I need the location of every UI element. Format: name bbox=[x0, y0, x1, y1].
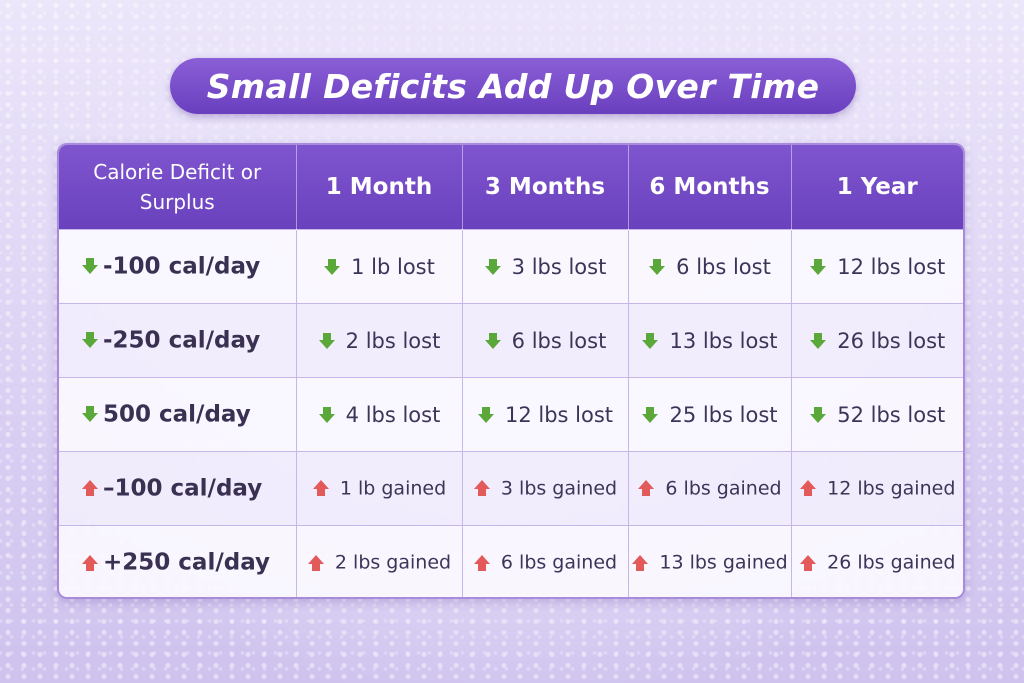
table-cell: 13 lbs gained bbox=[628, 524, 792, 597]
cell-value: 3 lbs lost bbox=[511, 254, 607, 279]
arrow-up-icon bbox=[632, 554, 649, 571]
title-banner: Small Deficits Add Up Over Time bbox=[170, 58, 856, 114]
table-cell: 52 lbs lost bbox=[791, 376, 963, 451]
cell-value: 2 lbs lost bbox=[345, 328, 441, 353]
cell-value: 25 lbs lost bbox=[669, 402, 778, 427]
table-cell: 1 lb lost bbox=[296, 228, 463, 303]
arrow-down-icon bbox=[82, 406, 98, 423]
table-cell: 6 lbs gained bbox=[462, 524, 629, 597]
cell-value: 6 lbs lost bbox=[511, 328, 607, 353]
column-header-1-year: 1 Year bbox=[836, 173, 918, 200]
cell-value: 12 lbs lost bbox=[504, 402, 614, 427]
arrow-down-icon bbox=[477, 406, 494, 423]
row-label-cell: -250 cal/day bbox=[59, 302, 297, 377]
arrow-up-icon bbox=[473, 554, 490, 571]
table-row: -250 cal/day 2 lbs lost 6 lbs lost 13 lbs l… bbox=[59, 302, 963, 377]
cell-value: 6 lbs gained bbox=[665, 477, 782, 500]
row-label-cell: +250 cal/day bbox=[59, 524, 297, 597]
arrow-up-icon bbox=[312, 480, 329, 497]
table-cell: 2 lbs gained bbox=[296, 524, 463, 597]
arrow-down-icon bbox=[318, 332, 335, 349]
table-cell: 1 lb gained bbox=[296, 450, 463, 525]
row-label-cell: –100 cal/day bbox=[59, 450, 297, 525]
table-cell: 6 lbs lost bbox=[628, 228, 792, 303]
row-label: -100 cal/day bbox=[103, 253, 261, 280]
arrow-up-icon bbox=[638, 480, 655, 497]
table-cell: 6 lbs lost bbox=[462, 302, 629, 377]
table-cell: 6 lbs gained bbox=[628, 450, 792, 525]
arrow-down-icon bbox=[642, 332, 659, 349]
cell-value: 3 lbs gained bbox=[500, 477, 618, 500]
table-cell: 2 lbs lost bbox=[296, 302, 463, 377]
cell-value: 6 lbs lost bbox=[676, 254, 771, 279]
data-table-container: Calorie Deficit or Surplus 1 Month 3 Mon… bbox=[57, 143, 965, 599]
table-cell: 3 lbs gained bbox=[462, 450, 629, 525]
arrow-up-icon bbox=[473, 480, 490, 497]
cell-value: 26 lbs lost bbox=[837, 328, 946, 353]
cell-value: 26 lbs gained bbox=[827, 551, 956, 574]
table-cell: 25 lbs lost bbox=[628, 376, 792, 451]
table-row: 500 cal/day 4 lbs lost 12 lbs lost 25 lbs l… bbox=[59, 376, 963, 451]
data-table: Calorie Deficit or Surplus 1 Month 3 Mon… bbox=[59, 145, 963, 597]
row-label-cell: -100 cal/day bbox=[59, 228, 297, 303]
table-cell: 13 lbs lost bbox=[628, 302, 792, 377]
cell-value: 1 lb lost bbox=[351, 254, 435, 279]
table-cell: 12 lbs lost bbox=[462, 376, 629, 451]
arrow-up-icon bbox=[307, 554, 324, 571]
table-row: +250 cal/day 2 lbs gained 6 lbs gained 13 l… bbox=[59, 524, 963, 597]
arrow-down-icon bbox=[484, 258, 501, 275]
cell-value: 13 lbs gained bbox=[659, 551, 788, 574]
cell-value: 12 lbs gained bbox=[827, 477, 956, 500]
row-label: 500 cal/day bbox=[103, 401, 251, 428]
arrow-down-icon bbox=[642, 406, 659, 423]
column-header-1-month: 1 Month bbox=[296, 145, 463, 229]
row-label: +250 cal/day bbox=[103, 549, 270, 576]
cell-value: 13 lbs lost bbox=[669, 328, 778, 353]
table-cell: 26 lbs lost bbox=[791, 302, 963, 377]
arrow-down-icon bbox=[318, 406, 335, 423]
cell-value: 4 lbs lost bbox=[345, 402, 441, 427]
arrow-up-icon bbox=[800, 480, 817, 497]
arrow-up-icon bbox=[800, 554, 817, 571]
cell-value: 2 lbs gained bbox=[334, 551, 452, 574]
arrow-down-icon bbox=[810, 258, 827, 275]
cell-value: 52 lbs lost bbox=[837, 402, 946, 427]
table-cell: 4 lbs lost bbox=[296, 376, 463, 451]
row-label-cell: 500 cal/day bbox=[59, 376, 297, 451]
table-cell: 12 lbs lost bbox=[791, 228, 963, 303]
header-row: Calorie Deficit or Surplus 1 Month 3 Mon… bbox=[59, 145, 963, 229]
arrow-down-icon bbox=[810, 406, 827, 423]
table-cell: 12 lbs gained bbox=[791, 450, 963, 525]
table-body: -100 cal/day 1 lb lost 3 lbs lost 6 lbs los… bbox=[59, 228, 963, 597]
cell-value: 12 lbs lost bbox=[837, 254, 946, 279]
arrow-up-icon bbox=[82, 480, 98, 497]
arrow-down-icon bbox=[82, 332, 98, 349]
arrow-down-icon bbox=[484, 332, 501, 349]
table-cell: 26 lbs gained bbox=[791, 524, 963, 597]
page-title: Small Deficits Add Up Over Time bbox=[206, 66, 820, 106]
table-row: -100 cal/day 1 lb lost 3 lbs lost 6 lbs los… bbox=[59, 228, 963, 303]
table-row: –100 cal/day 1 lb gained 3 lbs gained 6 lbs… bbox=[59, 450, 963, 525]
arrow-up-icon bbox=[82, 554, 98, 571]
cell-value: 6 lbs gained bbox=[500, 551, 618, 574]
table-cell: 3 lbs lost bbox=[462, 228, 629, 303]
arrow-down-icon bbox=[649, 258, 666, 275]
cell-value: 1 lb gained bbox=[339, 477, 447, 500]
row-label: -250 cal/day bbox=[103, 327, 261, 354]
row-label: –100 cal/day bbox=[103, 475, 263, 502]
arrow-down-icon bbox=[324, 258, 341, 275]
arrow-down-icon bbox=[82, 258, 98, 275]
column-header-calorie: Calorie Deficit or Surplus bbox=[59, 145, 297, 229]
arrow-down-icon bbox=[810, 332, 827, 349]
column-header-6-months: 6 Months bbox=[628, 145, 792, 229]
column-header-3-months: 3 Months bbox=[462, 145, 629, 229]
